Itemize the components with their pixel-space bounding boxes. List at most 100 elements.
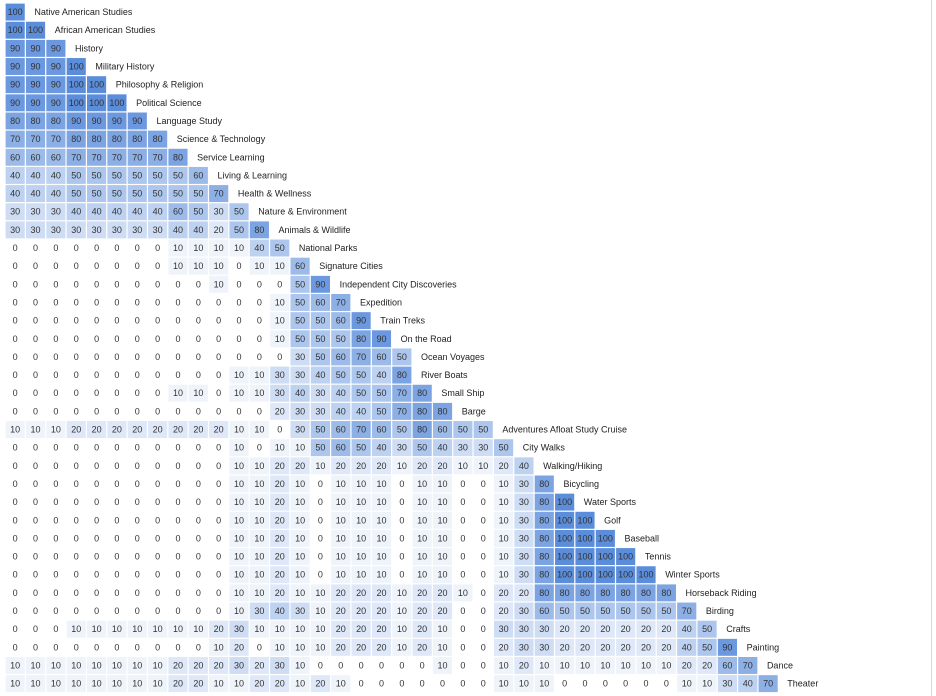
heatmap-cell [148,566,168,584]
heatmap-cell [87,203,107,221]
cell-value: 40 [254,243,264,253]
heatmap-cell [351,348,371,366]
cell-value: 20 [417,461,427,471]
heatmap-cell [66,511,86,529]
row-label: Horseback Riding [686,588,757,598]
cell-value: 0 [399,515,404,525]
heatmap-cell [717,657,737,674]
cell-value: 0 [114,443,119,453]
cell-value: 0 [114,352,119,362]
heatmap-cell [127,294,147,311]
cell-value: 0 [277,352,282,362]
heatmap-cell [555,511,575,529]
heatmap-cell [371,638,392,656]
heatmap-cell [412,566,432,584]
heatmap-cell [371,566,392,584]
cell-value: 0 [135,352,140,362]
heatmap-cell [127,257,147,275]
heatmap-cell [127,221,147,239]
heatmap-cell [636,675,656,693]
heatmap-cell [127,348,147,366]
heatmap-cell [310,548,330,566]
cell-value: 10 [234,243,244,253]
heatmap-cell [534,566,554,584]
heatmap-cell [5,203,25,221]
cell-value: 0 [257,443,262,453]
cell-value: 20 [580,642,590,652]
cell-value: 50 [417,443,427,453]
heatmap-cell [514,602,534,620]
cell-value: 10 [234,388,244,398]
heatmap-cell [534,657,554,674]
heatmap-cell [209,548,229,566]
cell-value: 10 [71,624,81,634]
heatmap-cell [148,511,168,529]
cell-value: 0 [33,352,38,362]
matrix-row: 0 0 0 0 0 0 0 0 0 0 0 10 10 20 10 0 10 10 10 0 10 10 0 0 10 30 80 1… [5,529,659,547]
cell-value: 0 [94,316,99,326]
heatmap-cell [392,402,412,420]
cell-value: 0 [135,279,140,289]
heatmap-cell [351,602,371,620]
heatmap-cell [46,602,66,620]
matrix-row: 0 0 0 0 0 0 0 0 0 0 0 10 10 20 10 0 10 10 10 0 10 10 0 0 10 30 80 1… [5,511,621,529]
cell-value: 10 [10,679,20,689]
heatmap-cell [595,529,615,547]
cell-value: 0 [114,279,119,289]
cell-value: 70 [10,134,20,144]
matrix-row: 0 0 0 0 0 0 0 0 0 0 0 10 10 20 20 10 20 20 20 10 20 20 10 10 20 4… [5,457,602,475]
heatmap-cell [168,657,188,674]
cell-value: 0 [318,660,323,670]
cell-value: 50 [315,316,325,326]
heatmap-cell [107,548,127,566]
heatmap-cell [66,112,86,130]
cell-value: 50 [336,334,346,344]
heatmap-cell [514,475,534,493]
heatmap-cell [351,384,371,402]
heatmap-cell [351,675,371,693]
cell-value: 10 [31,679,41,689]
heatmap-cell [412,675,432,693]
heatmap-cell [514,584,534,602]
heatmap-cell [188,166,208,184]
heatmap-cell [66,602,86,620]
cell-value: 40 [438,443,448,453]
cell-value: 10 [295,497,305,507]
row-label: African American Studies [55,25,156,35]
cell-value: 40 [295,388,305,398]
cell-value: 0 [155,533,160,543]
heatmap-cell [656,602,676,620]
cell-value: 0 [13,388,18,398]
cell-value: 10 [621,660,631,670]
cell-value: 30 [539,642,549,652]
cell-value: 0 [481,660,486,670]
heatmap-cell [25,602,46,620]
heatmap-cell [392,620,412,638]
heatmap-cell [494,548,514,566]
cell-value: 10 [10,425,20,435]
heatmap-cell [229,493,249,511]
cell-value: 20 [438,461,448,471]
cell-value: 10 [234,425,244,435]
heatmap-cell [758,675,778,693]
cell-value: 0 [94,443,99,453]
heatmap-cell [310,366,330,384]
cell-value: 0 [33,588,38,598]
cell-value: 0 [196,588,201,598]
cell-value: 0 [53,443,58,453]
heatmap-cell [270,511,290,529]
heatmap-cell [87,166,107,184]
cell-value: 0 [216,352,221,362]
cell-value: 30 [214,207,224,217]
heatmap-cell [514,457,534,475]
cell-value: 90 [132,116,142,126]
cell-value: 0 [135,570,140,580]
heatmap-cell [25,330,46,348]
heatmap-cell [392,638,412,656]
cell-value: 40 [743,679,753,689]
cell-value: 0 [196,443,201,453]
heatmap-cell [229,203,249,221]
heatmap-cell [249,221,269,239]
cell-value: 10 [295,479,305,489]
cell-value: 20 [214,624,224,634]
